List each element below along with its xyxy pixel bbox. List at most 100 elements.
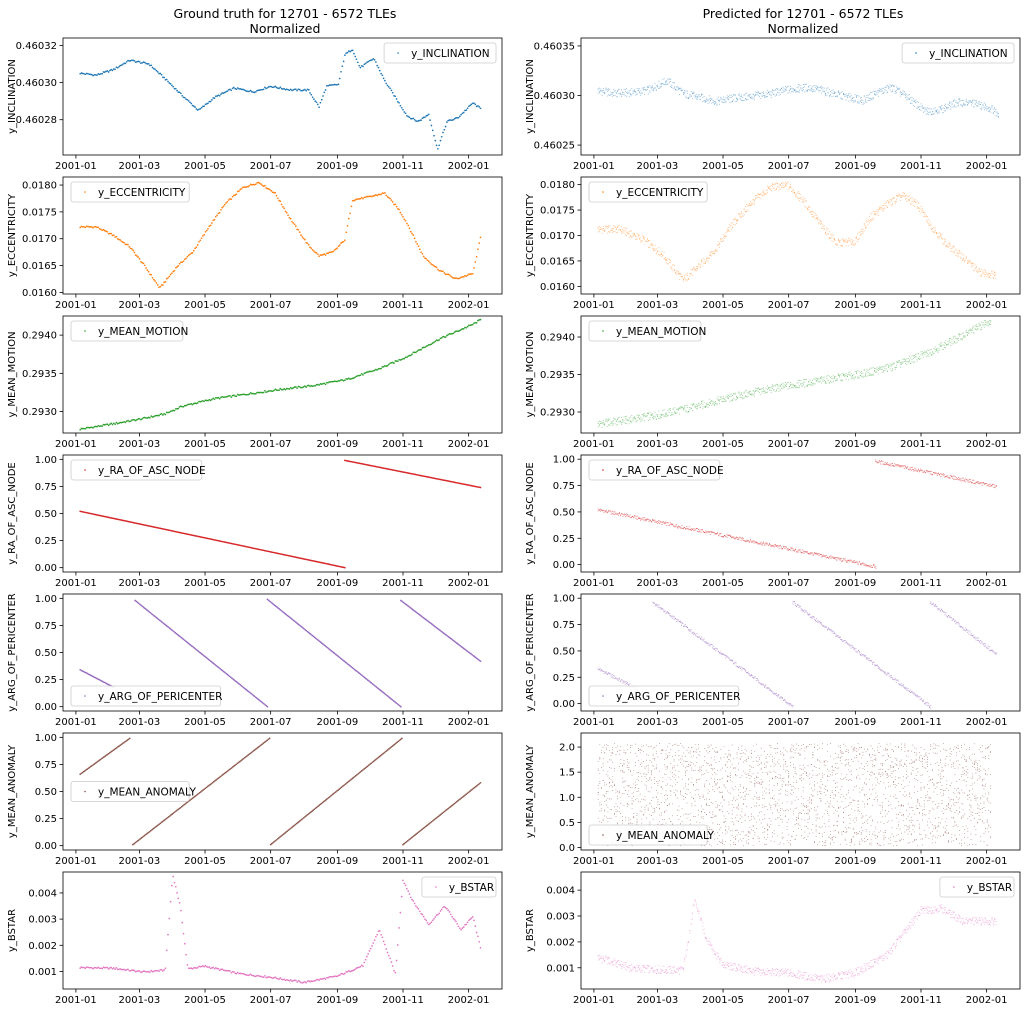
data-point [799, 91, 801, 93]
data-point [636, 232, 638, 234]
data-point [954, 475, 956, 477]
data-point [927, 219, 928, 221]
data-point [478, 319, 481, 321]
data-point [967, 101, 968, 103]
data-point [770, 544, 772, 546]
data-point [947, 104, 949, 106]
data-point [826, 229, 828, 231]
data-point [927, 352, 928, 354]
data-point [284, 88, 287, 91]
data-point [686, 97, 688, 99]
data-point [464, 274, 466, 277]
data-point [884, 207, 886, 209]
data-point [699, 96, 701, 98]
data-point [877, 369, 879, 371]
data-point [624, 227, 626, 229]
data-point [291, 387, 293, 390]
data-point [832, 556, 834, 558]
data-point [744, 206, 746, 207]
data-point [920, 205, 922, 207]
data-point [251, 183, 253, 186]
data-point [916, 207, 918, 209]
data-point [684, 275, 686, 277]
data-point [902, 195, 904, 197]
data-point [808, 209, 810, 211]
data-point [213, 97, 216, 99]
data-point [661, 83, 662, 85]
data-point [244, 186, 247, 188]
data-point [870, 375, 872, 377]
data-point [664, 83, 666, 85]
data-point [163, 281, 165, 284]
x-tick-label: 2001-03 [118, 439, 160, 450]
data-point [752, 389, 754, 391]
data-point [922, 471, 924, 473]
y-tick-label: 0.00 [553, 560, 575, 571]
data-point [774, 88, 776, 90]
data-point [692, 93, 693, 94]
data-point [850, 100, 852, 102]
data-point [986, 106, 988, 108]
data-point [720, 396, 722, 398]
data-point [813, 211, 815, 213]
data-point [974, 103, 976, 105]
data-point [681, 89, 683, 91]
data-point [621, 231, 622, 233]
data-point [774, 545, 776, 547]
x-tick-label: 2001-09 [834, 578, 876, 589]
data-point [670, 407, 671, 409]
data-point [823, 379, 825, 381]
data-point [747, 396, 749, 398]
data-point [635, 518, 637, 520]
data-points [79, 49, 482, 150]
data-point [377, 193, 380, 196]
data-point [143, 416, 146, 419]
data-point [939, 235, 941, 237]
data-point [328, 251, 331, 254]
data-point [300, 386, 302, 389]
data-point [750, 540, 752, 542]
data-point [753, 392, 755, 394]
data-point [805, 551, 807, 554]
data-point [995, 278, 997, 280]
data-point [174, 266, 177, 269]
data-point [790, 549, 792, 551]
data-point [723, 234, 724, 236]
data-point [649, 245, 651, 247]
data-point [106, 423, 109, 426]
data-point [872, 218, 874, 220]
data-point [154, 414, 156, 417]
data-point [133, 419, 136, 421]
data-point [838, 557, 840, 559]
data-point [979, 275, 981, 277]
data-point [752, 94, 754, 96]
x-tick-label: 2001-11 [382, 161, 424, 172]
data-point [865, 98, 866, 100]
data-point [965, 255, 967, 257]
data-point [446, 334, 448, 337]
data-point [614, 226, 616, 227]
data-point [115, 235, 118, 238]
data-point [848, 559, 850, 561]
data-point [730, 101, 732, 103]
data-point [983, 326, 985, 328]
data-point [345, 52, 348, 54]
data-point [128, 246, 131, 248]
data-point [849, 96, 851, 98]
data-point [732, 536, 734, 538]
data-point [783, 183, 785, 185]
data-point [680, 90, 682, 92]
data-point [650, 520, 652, 523]
data-point [435, 144, 438, 147]
data-point [782, 184, 784, 186]
data-point [812, 379, 814, 381]
x-tick-label: 2001-07 [768, 439, 810, 450]
y-axis-label: y_MEAN_MOTION [7, 331, 18, 417]
data-point [910, 198, 912, 199]
data-point [119, 64, 122, 67]
data-point [938, 237, 940, 239]
data-point [790, 85, 792, 87]
data-point [797, 198, 799, 200]
data-point [872, 211, 874, 213]
data-point [667, 83, 669, 85]
